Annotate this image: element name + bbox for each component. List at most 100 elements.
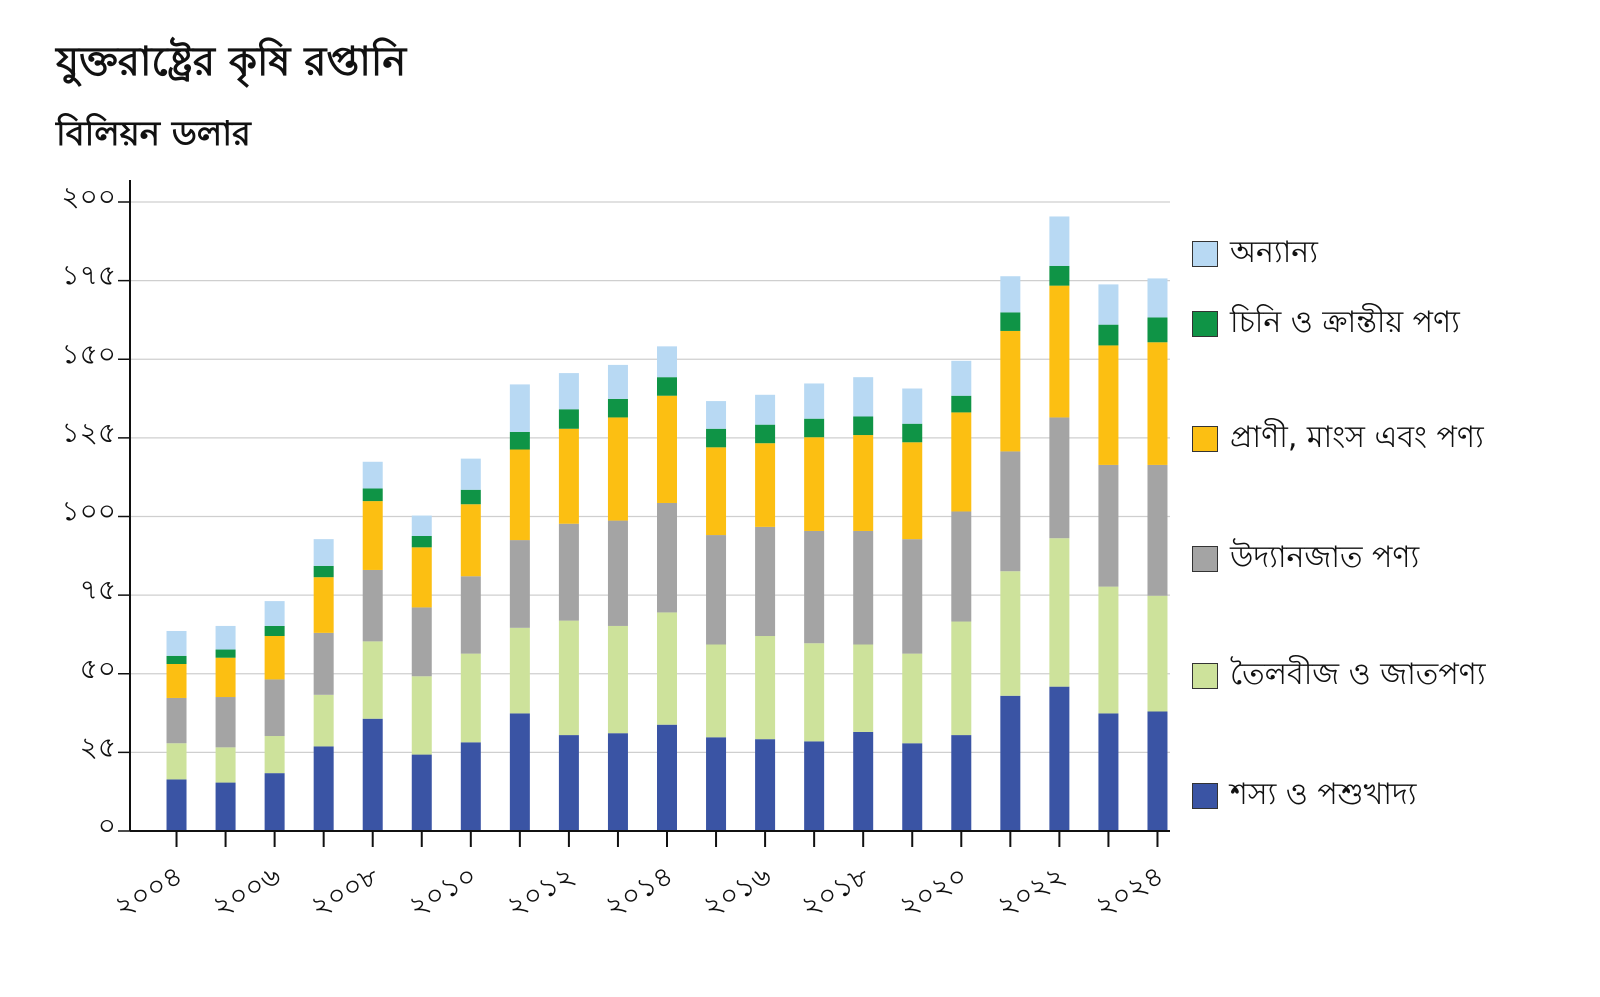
bar-segment (1147, 278, 1168, 318)
bar-segment (607, 398, 628, 418)
bar-segment (166, 779, 187, 831)
y-tick-label: ১০০ (61, 495, 116, 528)
bar-segment (706, 447, 727, 536)
x-tick-label: ২০০৪ (108, 858, 188, 923)
bar-segment (166, 655, 187, 665)
legend-label: প্রাণী, মাংস এবং পণ্য (1230, 420, 1484, 455)
bar-segment (902, 388, 923, 424)
bar-segment (509, 540, 530, 628)
bar-segment (755, 394, 776, 425)
bar-segment (362, 718, 383, 831)
bar-segment (509, 384, 530, 432)
bar-segment (804, 643, 825, 742)
bar-segment (313, 694, 334, 747)
bar-segment (264, 773, 285, 831)
bar-segment (166, 664, 187, 698)
bar-segment (706, 737, 727, 831)
bar-segment (509, 713, 530, 831)
x-tick-label: ২০০৬ (207, 858, 287, 923)
x-tick-label: ২০১৬ (697, 858, 777, 923)
legend-label: উদ্যানজাত পণ্য (1230, 540, 1420, 575)
legend-item-animal-products: প্রাণী, মাংস এবং পণ্য (1192, 413, 1484, 464)
bar-segment (706, 428, 727, 448)
y-tick-label: ১৭৫ (61, 259, 116, 292)
legend-swatch-horticultural (1192, 545, 1218, 572)
chart-subtitle: বিলিয়ন ডলার (56, 114, 251, 154)
bar-segment (1049, 686, 1070, 831)
bar-segment (1000, 451, 1021, 572)
bar-segment (951, 412, 972, 512)
bar-segment (411, 515, 432, 536)
bar-segment (804, 530, 825, 644)
bar-segment (313, 746, 334, 831)
legend-swatch-grains-feeds (1192, 782, 1218, 809)
bar-segment (411, 535, 432, 548)
bar-segment (362, 569, 383, 642)
y-tick-label: ৭৫ (80, 573, 116, 606)
legend-label: অন্যান্য (1230, 235, 1318, 270)
bar-segment (264, 679, 285, 737)
bar-segment (1049, 216, 1070, 266)
bar-segment (460, 742, 481, 831)
y-tick-label: ২৫ (80, 730, 116, 763)
bar-segment (657, 346, 677, 378)
bar-segment (411, 676, 432, 755)
bar-segment (215, 657, 236, 698)
chart-title: যুক্তরাষ্ট্রের কৃষি রপ্তানি (56, 39, 407, 85)
bar-segment (1000, 695, 1021, 831)
bar-segment (755, 424, 776, 444)
bar-segment (657, 395, 677, 503)
bar-segment (657, 377, 677, 396)
bar-segment (558, 735, 579, 831)
bar-segment (558, 409, 579, 429)
bar-segment (804, 741, 825, 831)
bar-segment (166, 743, 187, 780)
x-tick-label: ২০২০ (893, 858, 973, 923)
legend-swatch-other (1192, 240, 1218, 267)
y-tick-label: ১২৫ (61, 416, 116, 449)
y-tick-label: ১৫০ (61, 337, 116, 370)
y-tick-label: ০ (98, 809, 116, 842)
bar-segment (1098, 586, 1119, 714)
bar-segment (902, 743, 923, 831)
x-tick-label: ২০১৪ (599, 858, 679, 923)
bar-segment (951, 621, 972, 736)
bar-segment (951, 735, 972, 831)
legend-item-other: অন্যান্য (1192, 228, 1318, 279)
bar-segment (1098, 345, 1119, 465)
gridlines (130, 201, 1170, 753)
legend-item-oilseeds: তৈলবীজ ও জাতপণ্য (1192, 650, 1486, 701)
x-tick-label: ২০১৮ (795, 858, 875, 923)
bar-segment (1147, 595, 1168, 712)
bar-segment (755, 526, 776, 637)
bar-segment (607, 520, 628, 626)
bar-segment (804, 383, 825, 419)
bar-segment (1000, 571, 1021, 696)
bar-segment (1098, 713, 1119, 831)
bar-segment (215, 697, 236, 748)
bar-segment (1000, 330, 1021, 452)
bar-segment (902, 442, 923, 540)
legend: অন্যান্য চিনি ও ক্রান্তীয় পণ্য প্রাণী, … (1192, 0, 1592, 997)
legend-label: তৈলবীজ ও জাতপণ্য (1230, 657, 1486, 692)
bar-segment (460, 489, 481, 505)
bar-segment (853, 416, 874, 436)
bar-segment (264, 601, 285, 626)
legend-swatch-sugar-tropical (1192, 310, 1218, 337)
bar-segment (362, 488, 383, 502)
y-tick-label: ২০০ (61, 180, 116, 213)
bar-segment (853, 530, 874, 645)
bar-segment (1147, 464, 1168, 596)
bar-segment (951, 511, 972, 622)
bar-segment (1049, 265, 1070, 286)
x-tick-label: ২০০৮ (305, 858, 385, 923)
bar-segment (411, 754, 432, 831)
bar-segment (1098, 464, 1119, 587)
legend-item-horticultural: উদ্যানজাত পণ্য (1192, 533, 1419, 584)
bar-segment (215, 782, 236, 831)
bar-segment (853, 644, 874, 732)
bar-segment (607, 364, 628, 399)
bar-segment (607, 417, 628, 521)
bar-segment (706, 535, 727, 645)
